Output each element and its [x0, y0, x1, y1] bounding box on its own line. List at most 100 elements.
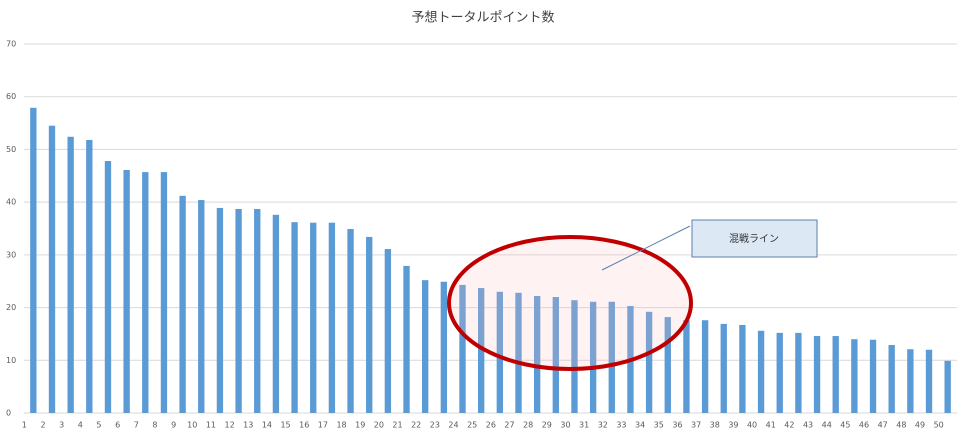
y-tick-label: 40: [6, 198, 16, 207]
x-tick-label: 26: [486, 421, 496, 430]
chart-title: 予想トータルポイント数: [411, 10, 554, 26]
x-tick-label: 38: [710, 421, 720, 430]
callout-box: [691, 219, 818, 258]
bar: [533, 295, 541, 413]
bar: [645, 311, 653, 413]
x-tick-label: 13: [243, 421, 253, 430]
bar: [589, 301, 597, 413]
bar: [459, 284, 466, 413]
bar: [142, 172, 149, 413]
x-tick-label: 48: [896, 421, 906, 430]
highlight-ellipse: [447, 235, 693, 371]
bar: [291, 222, 298, 413]
x-tick-label: 32: [598, 421, 608, 430]
bar: [907, 349, 914, 413]
bar: [869, 339, 877, 413]
bar: [347, 229, 354, 413]
bar: [776, 332, 783, 413]
x-tick-label: 36: [672, 421, 682, 430]
x-tick-label: 42: [784, 421, 794, 430]
bar: [235, 208, 242, 413]
bar: [664, 317, 671, 413]
x-tick-label: 39: [728, 421, 738, 430]
bar: [795, 332, 802, 413]
bar: [30, 107, 37, 413]
x-tick-label: 37: [691, 421, 701, 430]
x-tick-label: 22: [411, 421, 421, 430]
x-tick-label: 11: [206, 421, 216, 430]
bar: [86, 139, 93, 413]
x-tick-label: 34: [635, 421, 645, 430]
callout-text: 混戦ライン: [729, 232, 779, 245]
bar: [403, 265, 410, 413]
x-tick-label: 10: [187, 421, 197, 430]
x-tick-label: 7: [134, 421, 139, 430]
bar: [123, 169, 130, 413]
bar: [310, 222, 317, 413]
x-tick-label: 18: [336, 421, 346, 430]
x-tick-label: 49: [915, 421, 925, 430]
x-tick-label: 41: [766, 421, 776, 430]
y-tick-label: 70: [6, 40, 16, 49]
x-tick-label: 4: [78, 421, 83, 430]
x-tick-label: 46: [859, 421, 869, 430]
x-tick-label: 44: [822, 421, 832, 430]
y-tick-label: 30: [6, 250, 16, 259]
x-tick-label: 24: [448, 421, 458, 430]
x-tick-label: 45: [840, 421, 850, 430]
bar: [366, 236, 373, 413]
x-tick-label: 3: [59, 421, 64, 430]
bar: [683, 320, 690, 413]
bar: [739, 324, 746, 413]
bar: [757, 330, 765, 413]
x-tick-label: 29: [542, 421, 552, 430]
bar: [440, 281, 448, 413]
x-tick-label: 28: [523, 421, 533, 430]
bar: [571, 300, 578, 413]
bar: [160, 172, 168, 413]
bar: [198, 200, 205, 413]
bar: [888, 344, 895, 413]
bar: [272, 214, 280, 413]
x-tick-label: 43: [803, 421, 813, 430]
x-tick-label: 20: [374, 421, 384, 430]
bar: [179, 195, 186, 413]
bar: [104, 161, 112, 413]
x-tick-label: 23: [430, 421, 440, 430]
bar: [422, 280, 429, 413]
callout-line: [601, 225, 691, 271]
x-tick-label: 27: [504, 421, 514, 430]
bar: [48, 125, 56, 413]
y-tick-label: 60: [6, 92, 16, 101]
bar: [944, 360, 951, 413]
x-tick-label: 15: [280, 421, 290, 430]
x-tick-label: 17: [318, 421, 328, 430]
x-tick-label: 19: [355, 421, 365, 430]
x-tick-label: 21: [392, 421, 402, 430]
x-tick-label: 25: [467, 421, 477, 430]
x-tick-label: 8: [152, 421, 157, 430]
bar: [720, 323, 727, 413]
x-tick-label: 33: [616, 421, 626, 430]
x-tick-label: 9: [171, 421, 176, 430]
x-tick-label: 40: [747, 421, 757, 430]
bar: [701, 320, 709, 413]
x-tick-label: 5: [96, 421, 101, 430]
x-tick-label: 2: [40, 421, 45, 430]
bar: [851, 339, 858, 413]
y-tick-label: 0: [6, 409, 11, 418]
y-tick-label: 50: [6, 145, 16, 154]
bar: [515, 292, 522, 413]
x-tick-label: 47: [878, 421, 888, 430]
x-tick-label: 1: [22, 421, 27, 430]
x-tick-label: 30: [560, 421, 570, 430]
x-tick-label: 35: [654, 421, 664, 430]
bar: [496, 291, 504, 413]
x-tick-label: 12: [224, 421, 234, 430]
y-tick-label: 10: [6, 356, 16, 365]
x-tick-label: 50: [934, 421, 944, 430]
bar: [384, 249, 392, 413]
bar: [925, 349, 933, 413]
x-tick-label: 31: [579, 421, 589, 430]
